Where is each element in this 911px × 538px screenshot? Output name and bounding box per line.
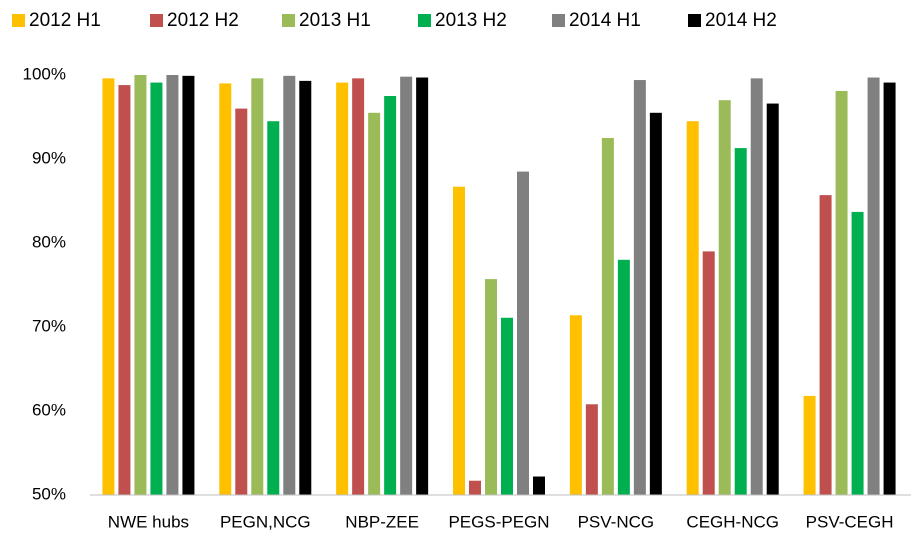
bar	[384, 96, 397, 495]
bar	[803, 395, 816, 495]
x-tick-label: PEGN,NCG	[220, 512, 311, 531]
legend-swatch	[688, 14, 701, 27]
x-tick-label: NWE hubs	[108, 512, 189, 531]
legend-swatch	[12, 14, 25, 27]
bar	[517, 171, 529, 495]
bar	[734, 148, 747, 495]
bar	[150, 82, 163, 495]
y-tick-label: 70%	[32, 316, 66, 335]
bar	[851, 211, 864, 496]
bar	[182, 75, 195, 495]
bar	[118, 85, 131, 495]
bar	[283, 75, 296, 495]
bar	[485, 279, 497, 495]
x-tick-label: PSV-NCG	[578, 512, 655, 531]
bar	[569, 315, 582, 495]
bar	[750, 78, 763, 496]
legend: 2012 H1 2012 H2 2013 H1 2013 H2 2014 H1 2014 …	[12, 10, 777, 31]
x-tick-label: NBP-ZEE	[345, 512, 419, 531]
bar	[299, 80, 312, 495]
y-tick-label: 80%	[32, 232, 66, 251]
x-tick-label: PSV-CEGH	[806, 512, 894, 531]
legend-swatch	[282, 14, 295, 27]
y-tick-label: 90%	[32, 148, 66, 167]
bar	[336, 82, 349, 495]
legend-label: 2013 H1	[299, 10, 371, 31]
legend-label: 2013 H2	[435, 10, 507, 31]
y-tick-label: 60%	[32, 400, 66, 419]
bar	[835, 90, 848, 496]
bar	[235, 108, 248, 495]
bar	[368, 112, 381, 496]
bar	[766, 103, 779, 495]
x-tick-label: PEGS-PEGN	[448, 512, 549, 531]
bar	[649, 112, 662, 496]
legend-label: 2014 H2	[705, 10, 777, 31]
y-tick-label: 50%	[32, 484, 66, 503]
x-tick-label: CEGH-NCG	[686, 512, 779, 531]
bar	[267, 121, 280, 495]
legend-label: 2012 H2	[167, 10, 239, 31]
bar	[166, 75, 179, 495]
bar	[102, 78, 115, 496]
bar	[819, 195, 832, 495]
bar	[219, 83, 232, 496]
bar	[601, 138, 614, 495]
legend-swatch	[150, 14, 163, 27]
bar	[718, 100, 731, 495]
bar	[352, 78, 365, 496]
bar	[251, 78, 264, 496]
bar	[416, 77, 429, 496]
bar	[585, 404, 598, 495]
bar	[686, 121, 699, 495]
bar	[533, 476, 545, 495]
bar	[469, 480, 481, 495]
legend-swatch	[552, 14, 565, 27]
bar	[400, 76, 413, 496]
bar	[867, 77, 880, 496]
bar	[633, 80, 646, 495]
y-tick-label: 100%	[23, 64, 66, 83]
bar	[134, 75, 147, 495]
legend-swatch	[418, 14, 431, 27]
bar	[617, 259, 630, 495]
bar	[702, 251, 715, 495]
bar	[453, 186, 465, 495]
legend-label: 2014 H1	[569, 10, 641, 31]
legend-label: 2012 H1	[29, 10, 101, 31]
bar	[501, 317, 513, 495]
bar	[883, 82, 896, 495]
